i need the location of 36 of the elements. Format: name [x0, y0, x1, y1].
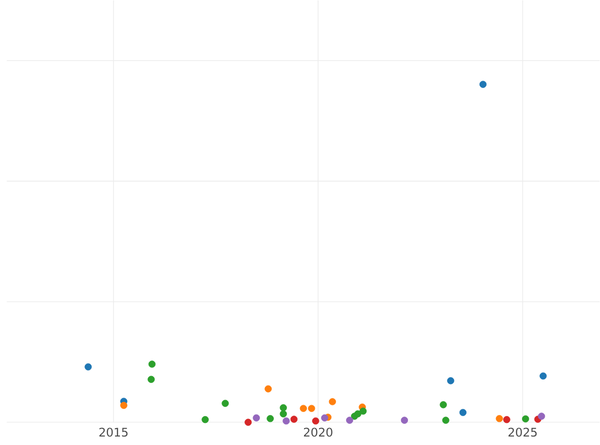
point	[222, 400, 229, 407]
point	[290, 416, 298, 423]
point	[346, 416, 354, 424]
point	[400, 416, 408, 424]
point	[202, 416, 209, 424]
point	[479, 80, 487, 88]
point	[264, 385, 272, 392]
x-tick-label: 2015	[99, 428, 128, 437]
point	[308, 404, 316, 412]
point	[321, 414, 328, 422]
point	[312, 417, 320, 424]
point	[459, 408, 467, 416]
point	[447, 377, 454, 384]
point	[266, 415, 274, 422]
point	[120, 402, 128, 409]
point	[328, 398, 336, 406]
point	[84, 363, 92, 370]
point	[280, 410, 287, 418]
point	[503, 416, 510, 424]
point	[244, 418, 252, 426]
point	[252, 414, 260, 422]
point	[440, 401, 447, 408]
point	[354, 410, 362, 418]
point	[540, 372, 547, 380]
point	[522, 415, 530, 422]
point	[360, 408, 367, 415]
point	[282, 417, 290, 424]
point	[442, 416, 450, 424]
point	[280, 404, 287, 412]
point	[496, 415, 503, 422]
point	[300, 404, 307, 412]
point	[148, 376, 155, 383]
point	[538, 412, 546, 420]
x-tick-label: 2025	[508, 428, 537, 437]
x-tick-label: 2020	[304, 428, 332, 437]
point	[148, 360, 156, 368]
